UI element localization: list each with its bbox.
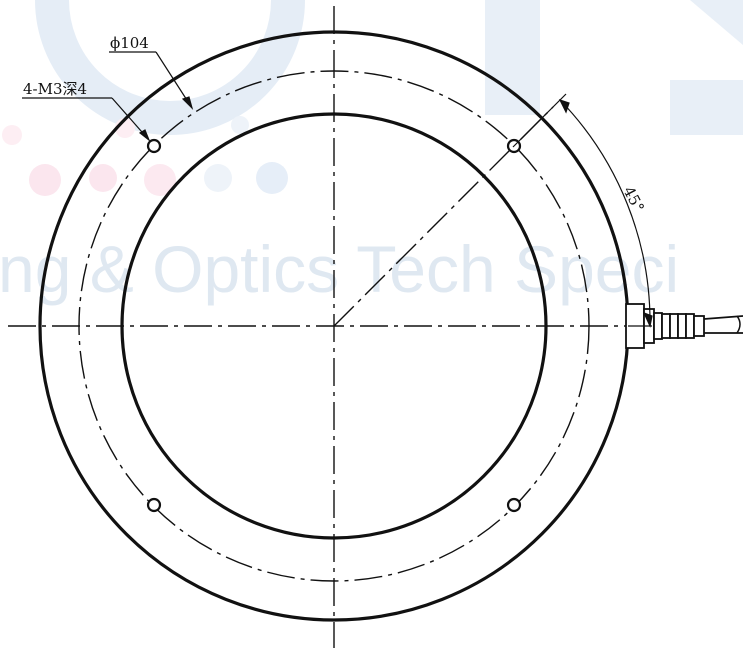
diameter-leader xyxy=(109,51,194,111)
connector-rib xyxy=(677,313,687,339)
watermark-dot xyxy=(29,164,61,196)
hole-label: 4-M3深4 xyxy=(23,80,87,98)
angle-arrow xyxy=(642,311,653,328)
diameter-arrow xyxy=(181,96,194,111)
bolt-circle xyxy=(78,70,590,582)
watermark-dot xyxy=(2,125,22,145)
watermark-dot xyxy=(231,116,249,134)
watermark-dot xyxy=(144,164,176,196)
connector-rib xyxy=(661,313,671,339)
connector-nut xyxy=(653,312,663,340)
watermark-logo-block xyxy=(670,80,743,135)
watermark-logo-ring xyxy=(35,0,305,135)
angle-extension-line xyxy=(512,93,567,148)
cable-break xyxy=(736,315,741,334)
mounting-hole xyxy=(146,138,162,154)
watermark-logo-bar xyxy=(485,0,540,115)
mounting-hole xyxy=(506,497,522,513)
angle-label: 45° xyxy=(619,183,647,215)
angle-arrow xyxy=(558,98,570,114)
angle-arc xyxy=(559,99,651,327)
watermark-dot xyxy=(204,164,232,192)
connector-rib xyxy=(669,313,679,339)
inner-ring xyxy=(120,112,548,540)
mounting-hole xyxy=(146,497,162,513)
watermark-dot xyxy=(256,162,288,194)
diameter-label: ϕ104 xyxy=(110,34,149,52)
hole-leader xyxy=(22,97,151,142)
diagonal-center-line xyxy=(333,106,554,327)
cable-break-mark xyxy=(736,315,741,334)
watermark-logo-wedge xyxy=(690,0,743,45)
watermark: ng & Optics Tech Speci xyxy=(0,0,743,306)
watermark-text: ng & Optics Tech Speci xyxy=(0,232,679,306)
angle-dimension xyxy=(512,93,653,328)
watermark-dot xyxy=(89,164,117,192)
mounting-holes xyxy=(146,138,522,513)
connector-tail xyxy=(693,315,705,337)
hole-arrow xyxy=(138,129,151,142)
connector-rib xyxy=(685,313,695,339)
